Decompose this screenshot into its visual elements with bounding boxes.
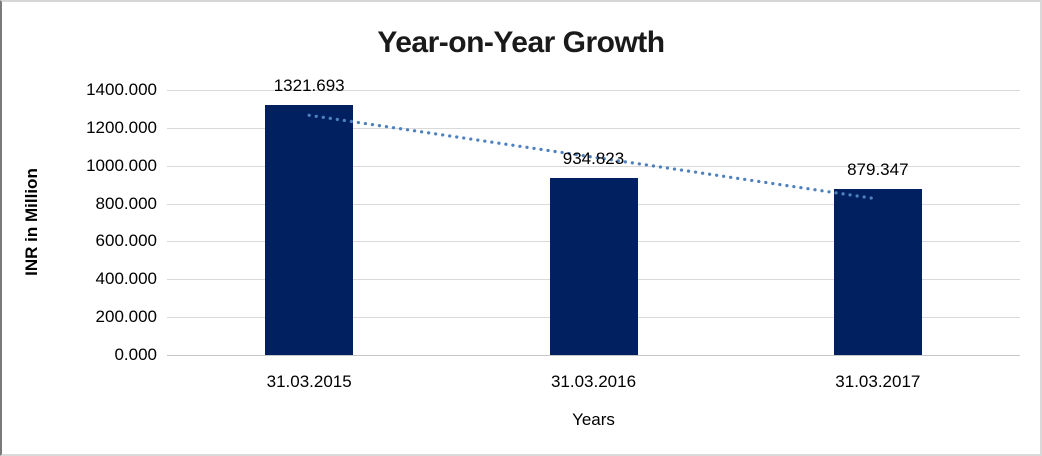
chart-title: Year-on-Year Growth [377,26,665,59]
x-category-label: 31.03.2017 [835,372,921,391]
y-tick-label: 400.000 [95,269,157,289]
bar [549,178,638,355]
y-tick-label: 1400.000 [86,80,157,99]
plot-area: 1321.693 934.823 879.347 [167,76,1020,356]
y-tick-label: 1000.000 [86,155,157,175]
gridline [167,90,1020,91]
bar [833,188,922,355]
x-category-label: 31.03.2016 [550,372,637,391]
gridline [167,355,1020,356]
x-category-label: 31.03.2015 [266,372,352,391]
trendline [307,113,880,201]
x-axis-title: Years [572,410,615,429]
y-tick-label: 1200.000 [86,117,157,137]
bar-value-label: 879.347 [847,159,909,179]
bar [265,104,354,355]
y-tick-label: 800.000 [95,193,157,213]
bar-value-label: 934.823 [562,149,625,169]
y-tick-label: 600.000 [95,231,157,251]
y-tick-label: 200.000 [95,307,157,327]
gridline [167,127,1020,129]
gridline [167,165,1020,167]
bar-value-label: 1321.693 [273,75,345,95]
y-tick-label: 0.000 [114,345,157,364]
